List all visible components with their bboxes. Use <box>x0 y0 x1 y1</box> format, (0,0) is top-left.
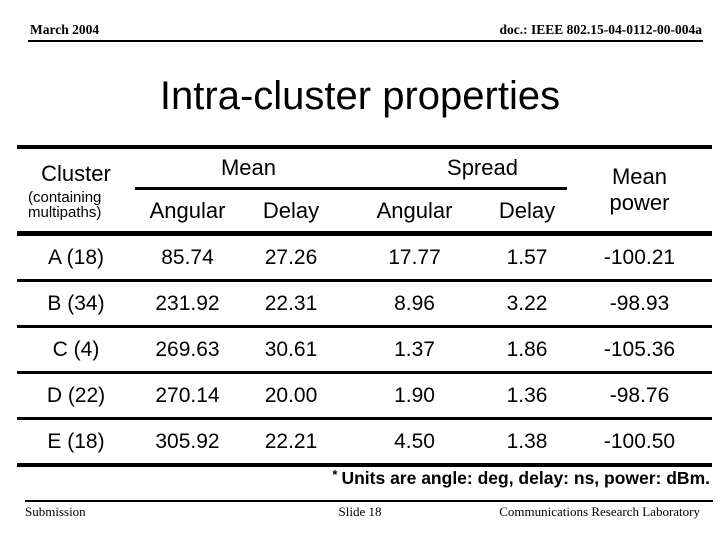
header-doc-number: doc.: IEEE 802.15-04-0112-00-004a <box>499 22 703 37</box>
footnote-asterisk: * <box>332 467 338 482</box>
table-row-c: C (4) 269.63 30.61 1.37 1.86 -105.36 <box>17 325 712 371</box>
slide-header: March 2004 doc.: IEEE 802.15-04-0112-00-… <box>30 22 702 38</box>
column-group-mean: Mean <box>135 149 342 190</box>
cell-spread-angular: 8.96 <box>394 291 435 315</box>
column-header-mean-angular: Angular <box>149 197 226 223</box>
cell-mean-angular: 231.92 <box>155 291 220 315</box>
cell-spread-angular: 1.90 <box>394 383 435 407</box>
table-header: Cluster (containing multipaths) Mean Spr… <box>17 149 712 236</box>
cell-mean-angular: 269.63 <box>155 337 220 361</box>
cluster-header-sublabel: (containing multipaths) <box>28 188 102 221</box>
cell-mean-angular: 85.74 <box>161 245 214 269</box>
cell-cluster: C (4) <box>52 337 100 361</box>
cell-spread-angular: 1.37 <box>394 337 435 361</box>
column-group-spread: Spread <box>342 149 567 190</box>
column-header-mean-power: Mean power <box>567 149 712 231</box>
cell-mean-delay: 20.00 <box>264 383 318 407</box>
cell-cluster: B (34) <box>47 291 105 315</box>
cluster-header-label: Cluster <box>41 160 111 186</box>
table-row-e: E (18) 305.92 22.21 4.50 1.38 -100.50 <box>17 417 712 463</box>
cell-cluster: A (18) <box>47 245 105 269</box>
cell-spread-angular: 4.50 <box>394 429 435 453</box>
cell-cluster: D (22) <box>46 383 106 407</box>
table-row-a: A (18) 85.74 27.26 17.77 1.57 -100.21 <box>17 236 712 279</box>
cell-mean-power: -98.93 <box>609 291 670 315</box>
cell-spread-delay: 1.57 <box>506 245 548 269</box>
cell-mean-power: -100.21 <box>603 245 676 269</box>
cell-spread-delay: 1.86 <box>506 337 548 361</box>
cell-spread-delay: 3.22 <box>506 291 548 315</box>
header-rule <box>28 40 703 42</box>
column-header-spread-angular: Angular <box>376 197 453 223</box>
table-row-d: D (22) 270.14 20.00 1.90 1.36 -98.76 <box>17 371 712 417</box>
footnote-text: Units are angle: deg, delay: ns, power: … <box>341 468 710 488</box>
cell-mean-delay: 27.26 <box>264 245 318 269</box>
intra-cluster-table: Cluster (containing multipaths) Mean Spr… <box>17 145 712 467</box>
cell-mean-angular: 270.14 <box>155 383 220 407</box>
footer-submission: Submission <box>25 504 86 519</box>
cell-mean-power: -100.50 <box>603 429 676 453</box>
table-row-b: B (34) 231.92 22.31 8.96 3.22 -98.93 <box>17 279 712 325</box>
header-date: March 2004 <box>30 22 100 37</box>
cell-spread-angular: 17.77 <box>388 245 441 269</box>
footer-rule <box>25 500 713 502</box>
cell-mean-delay: 22.31 <box>264 291 318 315</box>
cell-mean-delay: 22.21 <box>264 429 318 453</box>
units-footnote: * Units are angle: deg, delay: ns, power:… <box>332 467 710 489</box>
column-header-mean-delay: Delay <box>262 197 320 223</box>
page-title: Intra-cluster properties <box>159 74 561 118</box>
cell-spread-delay: 1.36 <box>506 383 548 407</box>
footer-slide-number: Slide 18 <box>338 504 382 519</box>
footer-organization: Communications Research Laboratory <box>499 504 700 519</box>
cell-mean-power: -98.76 <box>609 383 670 407</box>
mean-power-header-label: Mean power <box>609 164 670 215</box>
cell-cluster: E (18) <box>47 429 105 453</box>
column-header-cluster: Cluster (containing multipaths) <box>17 149 135 231</box>
cell-mean-power: -105.36 <box>603 337 676 361</box>
column-header-spread-delay: Delay <box>498 197 556 223</box>
cell-spread-delay: 1.38 <box>506 429 548 453</box>
cell-mean-delay: 30.61 <box>264 337 318 361</box>
cell-mean-angular: 305.92 <box>155 429 220 453</box>
